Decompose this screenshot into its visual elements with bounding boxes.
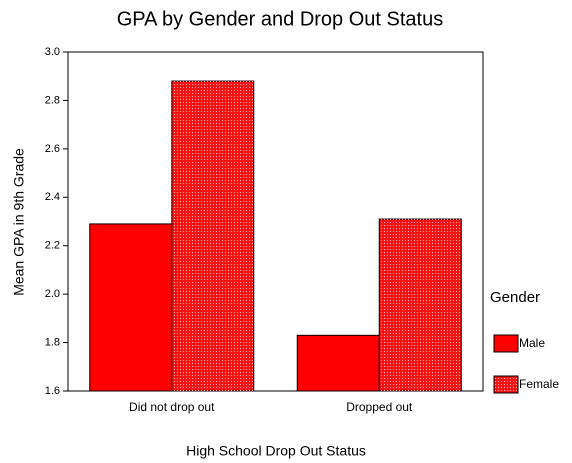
y-tick-label: 2.8	[45, 94, 60, 106]
legend-title: Gender	[490, 289, 540, 306]
legend-texture	[494, 376, 518, 393]
bar	[296, 334, 380, 392]
y-tick-label: 2.6	[45, 143, 60, 155]
x-tick-label: Did not drop out	[129, 400, 215, 414]
chart-title: GPA by Gender and Drop Out Status	[117, 8, 443, 30]
y-tick-label: 2.4	[45, 191, 60, 203]
x-tick-label: Dropped out	[346, 400, 413, 414]
y-axis-label: Mean GPA in 9th Grade	[11, 148, 27, 296]
y-tick-label: 2.0	[45, 288, 60, 300]
y-tick-label: 2.2	[45, 240, 60, 252]
bar	[378, 218, 462, 392]
legend-label: Female	[519, 377, 559, 391]
legend-label: Male	[519, 336, 545, 350]
plot-frame	[67, 51, 484, 392]
bar	[171, 80, 255, 392]
y-tick-label: 1.8	[45, 336, 60, 348]
x-axis-label: High School Drop Out Status	[186, 443, 366, 459]
y-tick-label: 1.6	[45, 385, 60, 397]
legend-swatch	[493, 334, 519, 353]
y-tick-label: 3.0	[45, 46, 60, 58]
bar	[89, 223, 173, 392]
